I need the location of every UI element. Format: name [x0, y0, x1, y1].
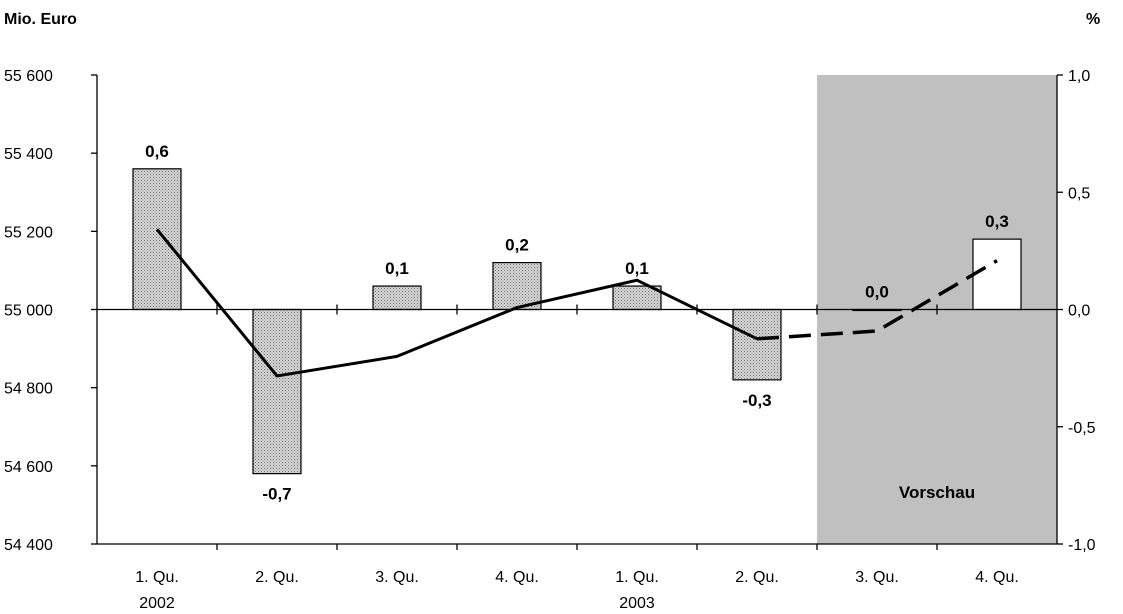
- line-series-forecast: [756, 259, 998, 341]
- line-layer: [155, 228, 998, 378]
- bar-3: [372, 285, 422, 311]
- right-tick-label-5: -1,0: [1068, 537, 1096, 554]
- left-tick-label-5: 54 800: [4, 381, 53, 398]
- left-tick-label-7: 54 400: [4, 537, 53, 554]
- x-tick-label-6: 2. Qu.: [735, 569, 779, 586]
- bar-4: [492, 262, 542, 311]
- year-label-2: 2003: [619, 595, 655, 612]
- line-series-actual: [155, 228, 758, 378]
- year-label-1: 2002: [139, 595, 175, 612]
- forecast-label: Vorschau: [899, 483, 975, 502]
- left-tick-label-6: 54 600: [4, 459, 53, 476]
- bar-value-label-7: 0,0: [865, 283, 889, 302]
- bar-value-label-8: 0,3: [985, 212, 1009, 231]
- bar-6: [732, 308, 782, 381]
- left-tick-label-4: 55 000: [4, 303, 53, 320]
- x-tick-label-1: 1. Qu.: [135, 569, 179, 586]
- bar-value-label-3: 0,1: [385, 259, 409, 278]
- bar-8: [972, 238, 1022, 311]
- x-tick-label-8: 4. Qu.: [975, 569, 1019, 586]
- right-tick-label-4: -0,5: [1068, 420, 1096, 437]
- right-tick-label-2: 0,5: [1068, 185, 1090, 202]
- x-tick-label-5: 1. Qu.: [615, 569, 659, 586]
- axes-layer: [91, 74, 1063, 550]
- bar-value-label-5: 0,1: [625, 259, 649, 278]
- bar-value-label-1: 0,6: [145, 142, 169, 161]
- x-tick-label-7: 3. Qu.: [855, 569, 899, 586]
- bar-value-label-6: -0,3: [742, 391, 771, 410]
- bars-layer: [132, 168, 1022, 475]
- bar-2: [252, 308, 302, 475]
- left-tick-label-3: 55 200: [4, 224, 53, 241]
- right-tick-label-3: 0,0: [1068, 303, 1090, 320]
- left-tick-label-2: 55 400: [4, 146, 53, 163]
- left-axis-title: Mio. Euro: [4, 11, 77, 28]
- bar-1: [132, 168, 182, 311]
- x-tick-label-3: 3. Qu.: [375, 569, 419, 586]
- labels-layer: 0,6 -0,7 0,1 0,2 0,1 -0,3 0,0 0,3 55 600 55 400 55…: [4, 68, 1096, 612]
- bar-value-label-4: 0,2: [505, 236, 529, 255]
- right-axis-title: %: [1086, 11, 1100, 28]
- bar-value-label-2: -0,7: [262, 485, 291, 504]
- x-tick-label-2: 2. Qu.: [255, 569, 299, 586]
- x-tick-label-4: 4. Qu.: [495, 569, 539, 586]
- right-tick-label-1: 1,0: [1068, 68, 1090, 85]
- left-tick-label-1: 55 600: [4, 68, 53, 85]
